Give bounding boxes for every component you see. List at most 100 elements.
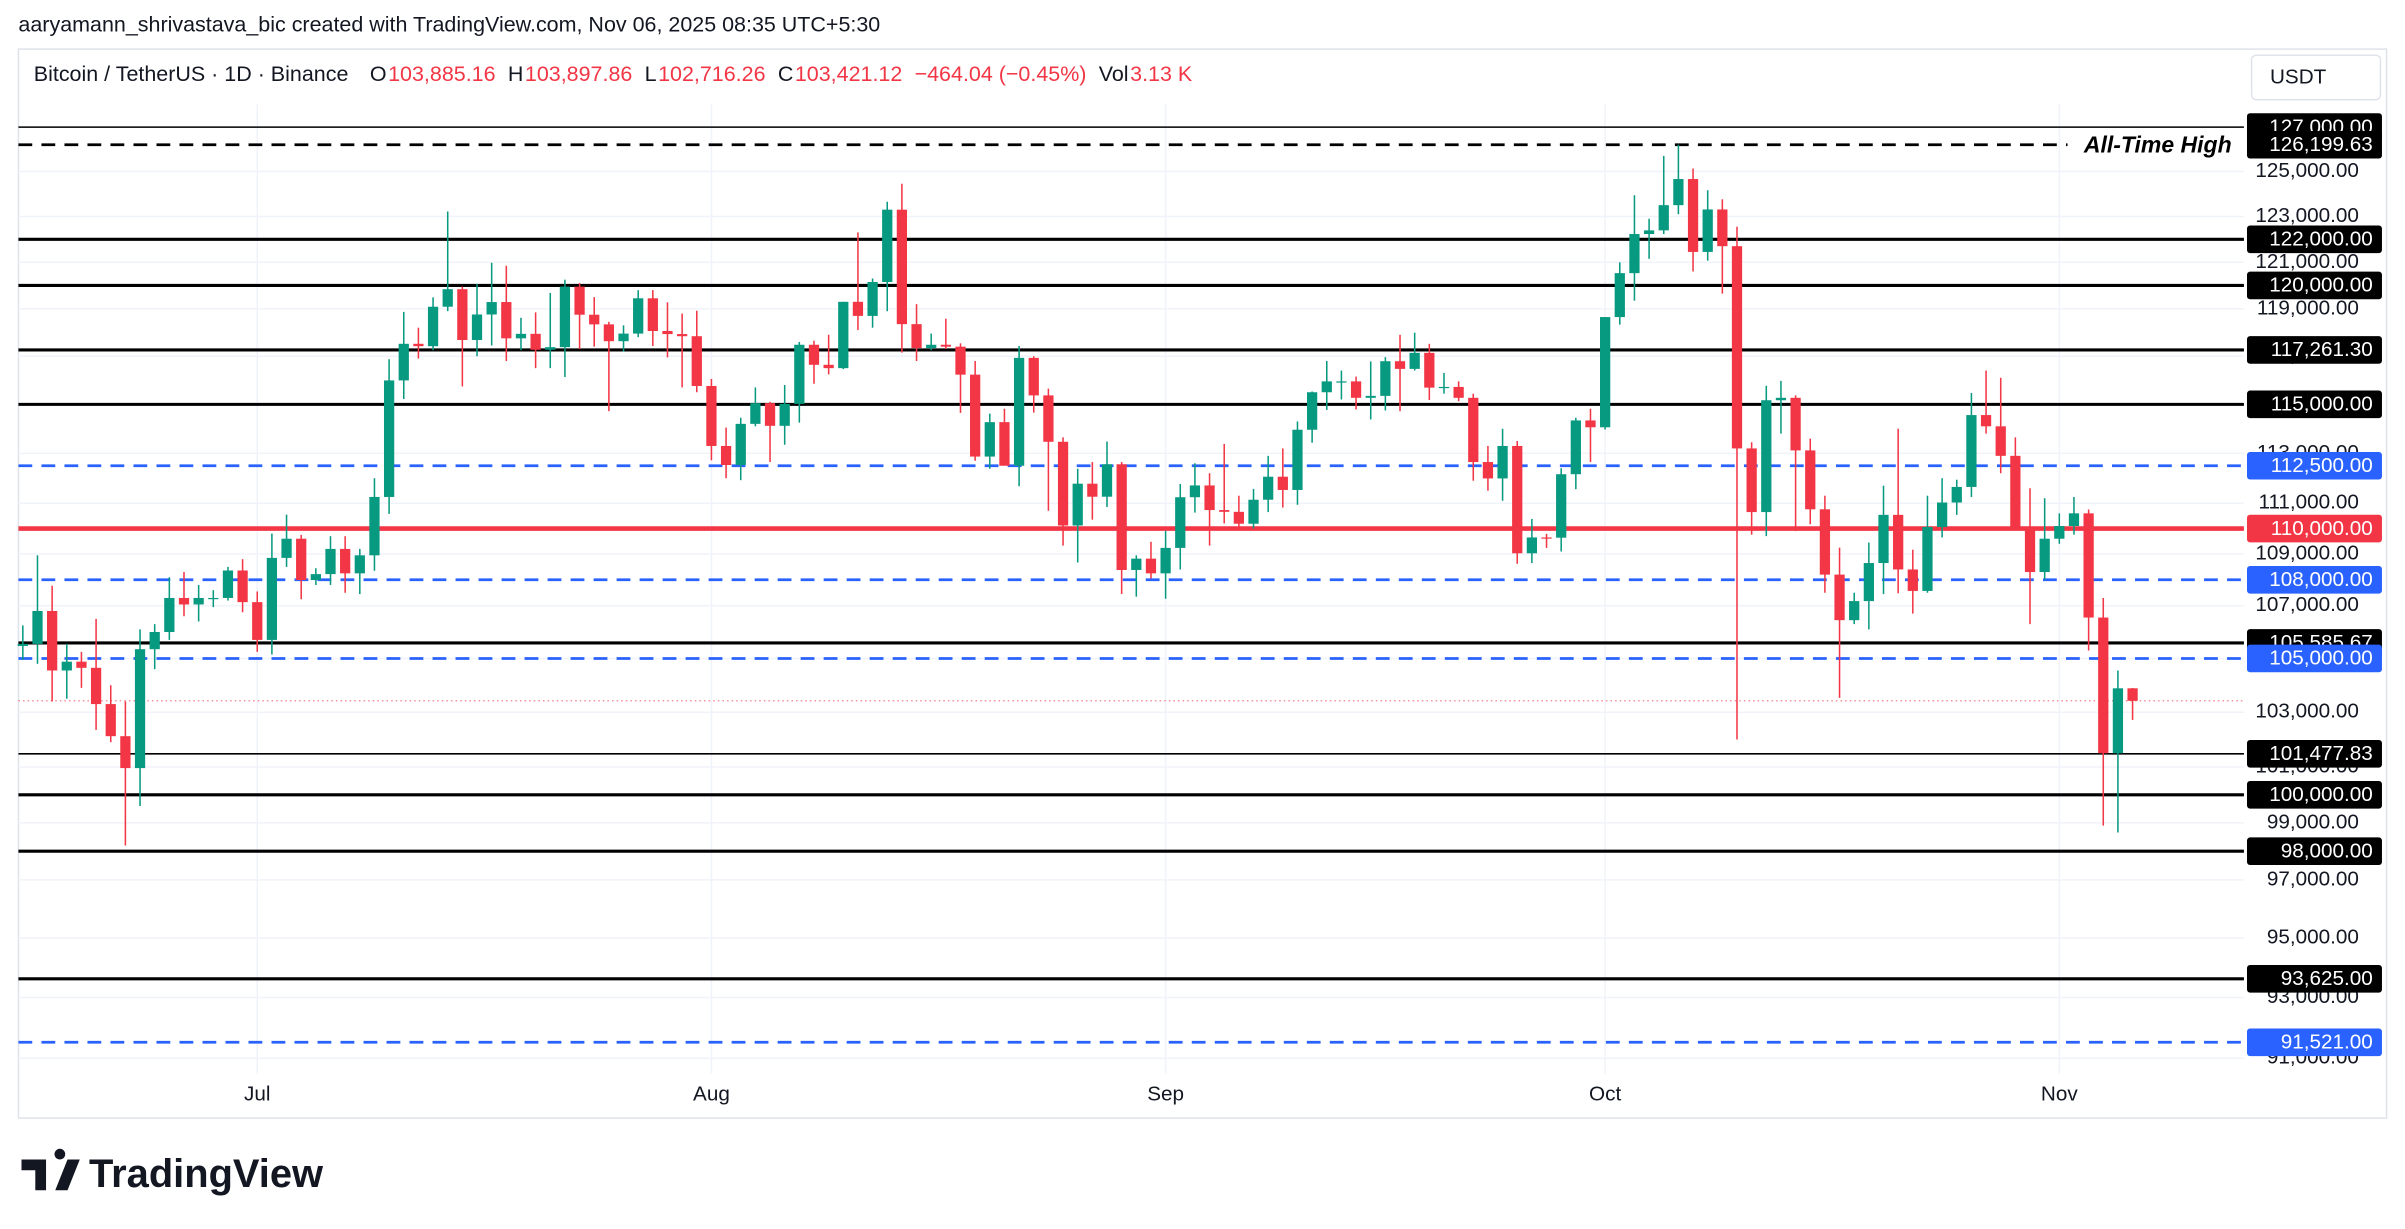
candle-body [1321,381,1332,393]
candle-body [1043,395,1054,442]
candle-body [1673,179,1684,206]
candle-body [618,333,629,342]
candle-body [2054,525,2065,539]
candle-body [1248,499,1259,524]
candle-body [955,346,966,375]
candle-body [1805,450,1816,510]
candle-body [1365,395,1376,398]
candle-body [1570,420,1581,475]
candle-body [1541,537,1552,539]
candle-body [105,704,116,737]
level-tag-label: 93,625.00 [2281,967,2373,990]
candle-body [90,667,102,705]
candle-body [32,611,43,644]
plot: 91,000.0093,000.0095,000.0097,000.0099,0… [17,104,2382,1106]
x-tick-label: Sep [1147,1083,1184,1106]
candle-body [1775,397,1787,401]
candle-body [471,314,483,341]
y-tick-label: 103,000.00 [2255,700,2359,723]
candle-body [325,548,336,575]
candle-body [164,597,175,633]
candle-body [2068,513,2080,526]
candle-body [61,661,72,671]
field-key: O [370,62,387,86]
candle-body [1936,502,1948,528]
candle-body [1336,381,1347,383]
candle-body [1263,476,1274,500]
candle-body [1468,397,1479,463]
candle-body [222,570,234,598]
candle-body [926,344,937,349]
level-tag [2246,780,2382,809]
candle-body [2112,688,2124,754]
candle-body [867,281,878,316]
candle-body [1687,179,1699,252]
candle-body [1292,429,1303,490]
candle-body [882,209,893,282]
currency-button[interactable] [2250,54,2382,101]
candle-body [1380,361,1391,396]
candle-body [1438,386,1450,389]
candle-body [515,333,527,339]
candle-body [296,538,307,581]
candle-body [427,306,439,347]
currency[interactable]: USDT [2270,66,2327,89]
candle-body [1951,486,1962,503]
candle-body [47,611,58,671]
candle-body [266,557,278,640]
candle-body [1116,464,1127,570]
field-value: 103,421.12 [795,62,902,86]
candle-body [413,343,424,347]
candle-body [764,403,776,426]
level-tag-label: 120,000.00 [2269,274,2373,297]
candle-body [633,298,644,334]
level-tag [2246,130,2382,159]
candle-body [193,597,204,605]
candle-body [1834,574,1845,621]
candle-body [1131,558,1142,570]
level-tag-label: 126,199.63 [2269,133,2373,156]
level-tag-label: 110,000.00 [2271,517,2373,540]
chart-frame [17,48,2388,1119]
brand-logo: TradingView [21,1148,324,1196]
candle-body [823,364,834,369]
candle-body [1643,230,1655,235]
candle-body [1453,386,1464,398]
candle-body [237,570,248,603]
candle-body [1922,527,1933,591]
candle-body [808,344,820,365]
candle-body [896,209,908,325]
candle-body [911,324,922,349]
symbol: Bitcoin / TetherUS · 1D · Binance [34,62,349,86]
candle-body [1482,462,1494,479]
candle-body [1761,400,1772,513]
candle-body [1556,474,1567,538]
candle-body [340,548,351,574]
chart-header: Bitcoin / TetherUS · 1D · Binance O 103,88… [34,62,1193,86]
candle-body [1013,357,1025,466]
candle-body [1980,415,1992,427]
candle-body [17,643,28,647]
candle-body [1819,509,1831,575]
candle-body [383,380,395,497]
candle-body [720,445,732,466]
candle-body [2010,455,2021,528]
y-tick-label: 107,000.00 [2255,593,2359,616]
field-value: 102,716.26 [658,62,765,86]
candle-body [1526,537,1538,554]
candle-body [1204,485,1215,511]
level-tag [2246,336,2382,364]
level-tag-label: 105,000.00 [2269,647,2373,670]
level-tag [2246,739,2382,768]
candle-body [1966,415,1977,487]
candle-body [1233,511,1244,524]
level-tag-label: 108,000.00 [2269,568,2373,591]
candle-body [208,597,219,600]
candle-body [1028,357,1039,396]
level-tag [2246,644,2382,673]
candle-body [574,286,585,315]
candle-body [369,496,380,556]
field-key: H [508,62,524,86]
candle-body [1145,558,1157,574]
